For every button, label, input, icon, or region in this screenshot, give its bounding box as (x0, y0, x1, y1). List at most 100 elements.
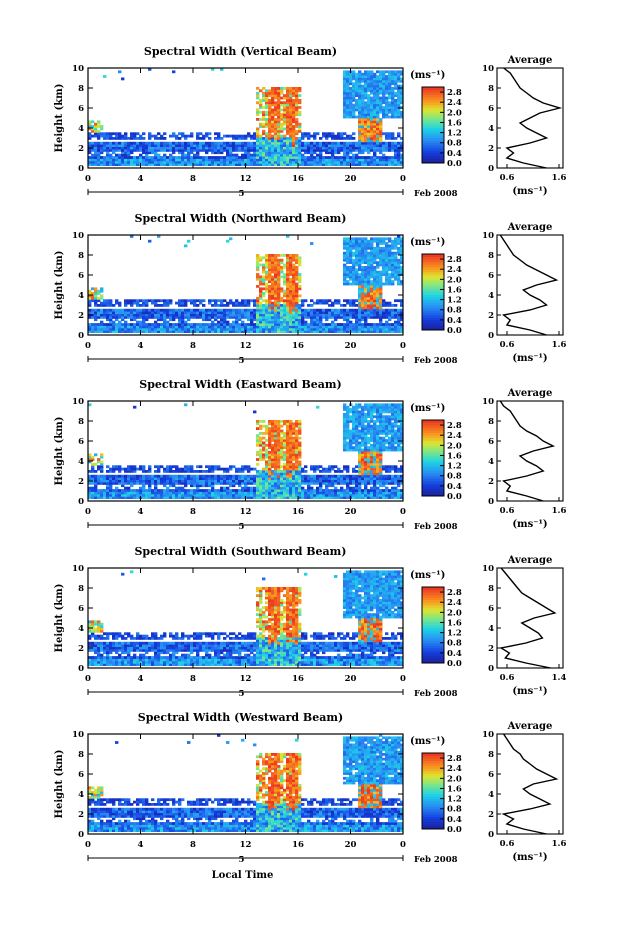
heatmap-cell (106, 323, 110, 326)
heatmap-cell (145, 327, 149, 331)
heatmap-cell (268, 163, 272, 166)
heatmap-cell (94, 160, 98, 164)
heatmap-cell (262, 125, 266, 128)
heatmap-cell (124, 149, 128, 152)
heatmap-cell (397, 249, 401, 253)
heatmap-cell (235, 299, 239, 303)
colorbar-tick-label: 0.4 (447, 149, 462, 159)
heatmap-cell (370, 287, 374, 291)
heatmap-cell (289, 455, 293, 459)
heatmap-cell (256, 422, 260, 426)
heatmap-cell (388, 79, 392, 83)
heatmap-cell (355, 246, 359, 250)
heatmap-cell (133, 134, 137, 138)
heatmap-cell (277, 462, 281, 466)
heatmap-cell (388, 163, 392, 166)
heatmap-cell (244, 465, 248, 469)
heatmap-cell (352, 261, 356, 264)
heatmap-cell (148, 299, 152, 303)
heatmap-cell (367, 287, 371, 291)
heatmap-cell (376, 134, 380, 138)
heatmap-cell (373, 96, 377, 100)
heatmap-cell (166, 482, 170, 485)
heatmap-cell (382, 146, 386, 150)
heatmap-cell (214, 301, 218, 305)
profile-line (503, 67, 563, 169)
heatmap-cell (301, 160, 305, 164)
heatmap-cell (187, 134, 191, 138)
heatmap-cell (115, 482, 119, 485)
heatmap-cell (106, 477, 110, 480)
heatmap-cell (112, 482, 116, 485)
heatmap-cell (301, 313, 305, 317)
heatmap-cell (148, 146, 152, 150)
heatmap-cell (376, 287, 380, 291)
heatmap-cell (358, 84, 362, 88)
heatmap-cell (298, 149, 302, 152)
heatmap-cell (205, 151, 209, 155)
heatmap-cell (115, 299, 119, 303)
heatmap-cell (283, 160, 287, 164)
heatmap-cell (295, 306, 299, 310)
heatmap-cell (388, 244, 392, 248)
heatmap-cell (286, 163, 290, 166)
heatmap-cell (190, 308, 194, 312)
heatmap-cell (283, 273, 287, 276)
heatmap-cell (298, 304, 302, 307)
heatmap-cell (190, 496, 194, 499)
heatmap-cell (349, 266, 353, 269)
heatmap-cell (130, 301, 134, 305)
heatmap-cell (286, 156, 290, 159)
heatmap-cell (190, 163, 194, 166)
heatmap-cell (214, 304, 218, 307)
heatmap-cell (88, 330, 92, 333)
heatmap-cell (259, 118, 263, 121)
heatmap-cell (286, 158, 290, 162)
heatmap-cell (280, 163, 284, 166)
heatmap-cell (250, 318, 254, 322)
heatmap-cell (277, 134, 281, 138)
heatmap-cell (349, 137, 353, 140)
heatmap-cell (97, 482, 101, 485)
heatmap-cell (400, 239, 404, 243)
heatmap-cell (397, 275, 401, 279)
heatmap-cell (298, 327, 302, 331)
heatmap-cell (394, 258, 398, 262)
heatmap-cell (121, 149, 125, 152)
heatmap-cell (289, 270, 293, 274)
heatmap-cell (148, 132, 152, 136)
heatmap-cell (106, 479, 110, 483)
heatmap-cell (295, 108, 299, 112)
heatmap-cell (262, 144, 266, 147)
heatmap-cell (124, 151, 128, 155)
heatmap-cell (121, 318, 125, 322)
heatmap-cell (208, 482, 212, 485)
heatmap-cell (115, 160, 119, 164)
heatmap-cell (358, 237, 362, 241)
heatmap-cell (106, 316, 110, 319)
heatmap-cell (295, 160, 299, 164)
heatmap-cell (352, 280, 356, 283)
heatmap-cell (187, 163, 191, 166)
heatmap-cell (238, 467, 242, 471)
heatmap-cell (193, 141, 197, 145)
heatmap-cell (118, 311, 122, 314)
heatmap-cell (280, 491, 284, 495)
heatmap-cell (265, 158, 269, 162)
heatmap-cell (181, 146, 185, 150)
heatmap-cell (214, 491, 218, 495)
heatmap-cell (268, 296, 272, 300)
heatmap-cell (256, 96, 260, 100)
heatmap-cell (214, 308, 218, 312)
heatmap-cell (97, 313, 101, 317)
heatmap-cell (352, 163, 356, 166)
heatmap-cell (178, 149, 182, 152)
heatmap-cell (385, 103, 389, 107)
heatmap-cell (262, 270, 266, 274)
heatmap-cell (97, 493, 101, 497)
heatmap-cell (289, 106, 293, 109)
heatmap-cell (346, 141, 350, 145)
heatmap-cell (91, 125, 95, 128)
heatmap-cell (172, 163, 176, 166)
heatmap-cell (97, 330, 101, 333)
